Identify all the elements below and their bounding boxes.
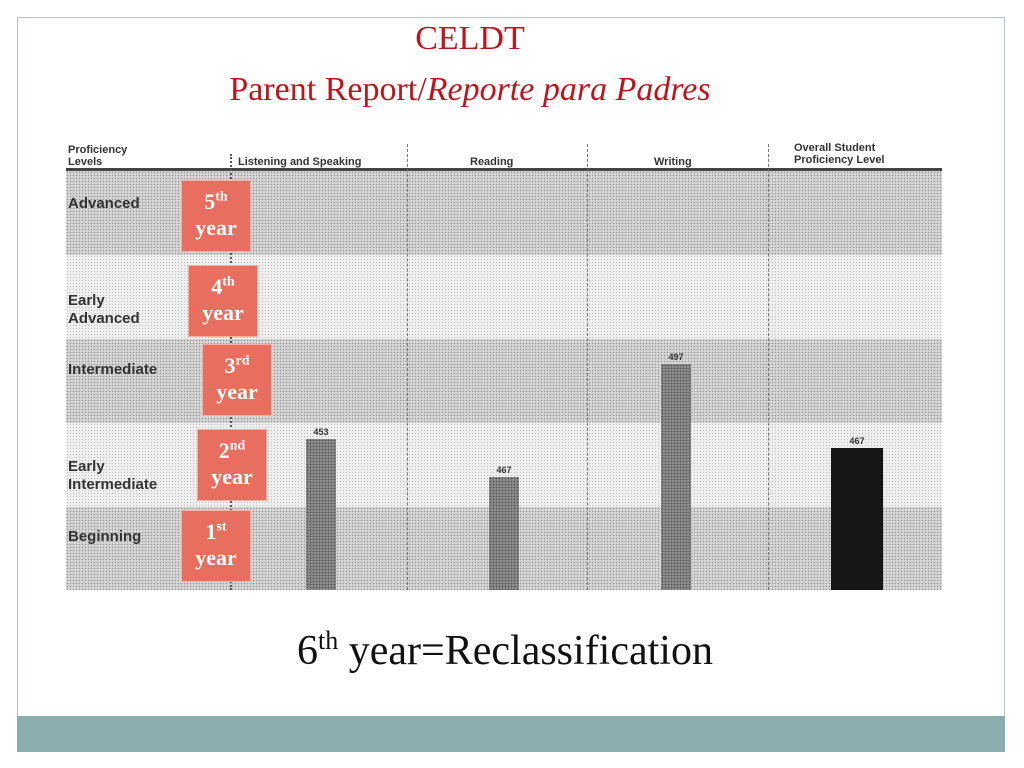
year-box-4-suffix: th xyxy=(222,274,235,290)
separator-writing xyxy=(587,144,588,590)
year-box-5-suffix: th xyxy=(215,189,228,205)
separator-reading xyxy=(407,144,408,590)
level-label-intermediate: Intermediate xyxy=(68,361,158,378)
year-box-4-num: 4 xyxy=(211,274,223,299)
year-box-1-suffix: st xyxy=(216,519,227,535)
year-box-1-num: 1 xyxy=(205,519,217,544)
year-box-1-word: year xyxy=(195,545,237,570)
header-proficiency-levels: Proficiency Levels xyxy=(68,144,128,168)
footer-bar xyxy=(17,716,1005,752)
caption-num: 6 xyxy=(297,628,319,674)
separator-overall xyxy=(768,144,769,590)
level-label-beginning: Beginning xyxy=(68,528,142,545)
header-writing: Writing xyxy=(654,156,692,168)
bar-reading xyxy=(489,477,519,590)
year-box-1: 1st year xyxy=(181,510,251,582)
year-box-4: 4th year xyxy=(188,265,258,337)
year-box-5-word: year xyxy=(195,215,237,240)
bar-value-label: 497 xyxy=(668,352,684,362)
year-box-2-word: year xyxy=(211,464,253,489)
year-box-4-word: year xyxy=(202,300,244,325)
year-box-2: 2nd year xyxy=(197,429,267,501)
level-label-advanced: Advanced xyxy=(68,195,140,212)
reclassification-caption: 6th year=Reclassification xyxy=(0,626,1010,676)
year-box-3: 3rd year xyxy=(202,344,272,416)
bar-listening-and-speaking xyxy=(306,439,336,590)
header-overall-level: Overall Student Proficiency Level xyxy=(794,142,885,166)
bar-value-label: 467 xyxy=(849,436,865,446)
header-rule xyxy=(66,168,942,171)
year-box-3-suffix: rd xyxy=(235,353,250,369)
bar-value-label: 453 xyxy=(313,427,329,437)
bar-value-label: 467 xyxy=(496,465,512,475)
level-label-early-advanced: Early Advanced xyxy=(68,292,140,327)
caption-suffix: th xyxy=(318,626,339,655)
bar-overall-student-proficiency-level xyxy=(831,448,883,590)
year-box-5-num: 5 xyxy=(204,189,216,214)
slide-subtitle: Parent Report/Reporte para Padres xyxy=(0,70,940,110)
year-box-2-suffix: nd xyxy=(229,438,246,454)
year-box-3-num: 3 xyxy=(224,353,236,378)
bar-writing xyxy=(661,364,691,590)
year-box-2-num: 2 xyxy=(218,438,230,463)
year-box-5: 5th year xyxy=(181,180,251,252)
band-intermediate xyxy=(66,339,942,423)
caption-text: year=Reclassification xyxy=(338,628,713,674)
header-listening-speaking: Listening and Speaking xyxy=(238,156,362,168)
subtitle-plain: Parent Report/ xyxy=(229,71,427,108)
subtitle-italic: Reporte para Padres xyxy=(426,71,711,108)
year-box-3-word: year xyxy=(216,379,258,404)
slide-title: CELDT xyxy=(415,20,525,57)
level-label-early-intermediate: Early Intermediate xyxy=(68,458,158,493)
header-reading: Reading xyxy=(470,156,514,168)
